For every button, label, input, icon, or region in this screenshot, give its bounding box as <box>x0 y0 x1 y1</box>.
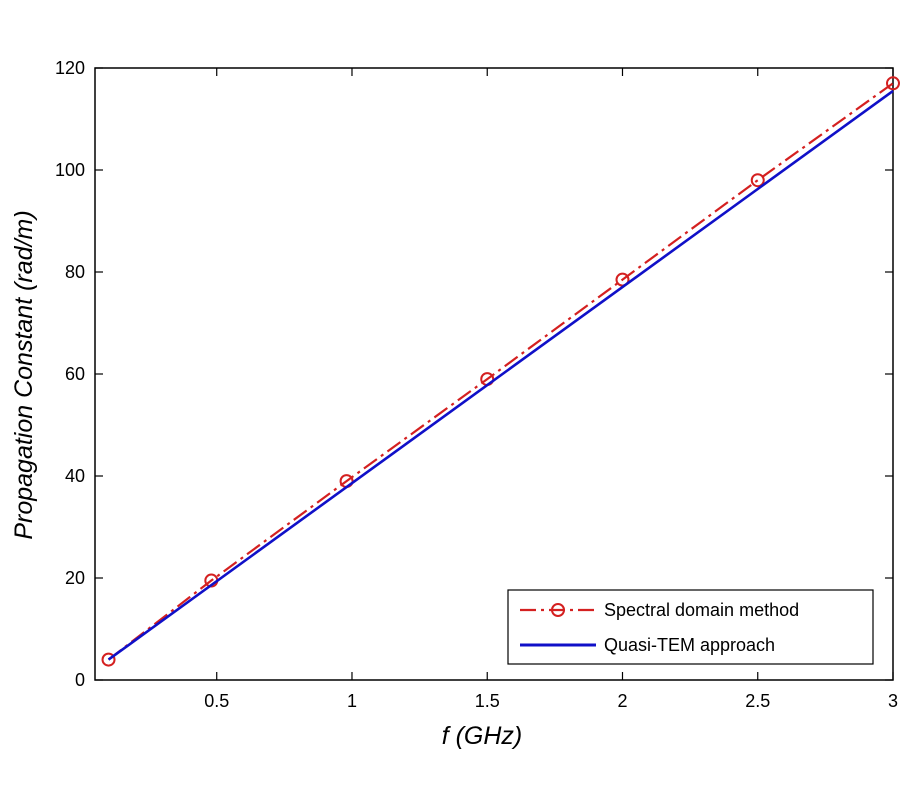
series-line-1 <box>107 89 894 661</box>
legend-label-0: Spectral domain method <box>604 600 799 620</box>
y-tick-label: 0 <box>75 670 85 690</box>
legend-box <box>507 589 874 665</box>
series-line-0 <box>107 82 894 661</box>
x-tick-label: 2 <box>617 691 627 711</box>
legend: Spectral domain method Quasi-TEM approach <box>507 589 874 665</box>
series-point-0 <box>101 652 116 667</box>
series-point-0 <box>750 173 765 188</box>
series-point-0 <box>886 76 900 91</box>
y-tick-label: 80 <box>65 262 85 282</box>
x-tick-label: 1 <box>347 691 357 711</box>
x-axis-title: f (GHz) <box>442 722 523 750</box>
x-axis-ticks: 0.5 1 1.5 2 2.5 3 <box>204 68 898 711</box>
y-tick-label: 120 <box>55 58 85 78</box>
y-tick-label: 40 <box>65 466 85 486</box>
x-tick-label: 0.5 <box>204 691 229 711</box>
x-tick-label: 3 <box>888 691 898 711</box>
y-tick-label: 60 <box>65 364 85 384</box>
series-group <box>101 76 900 667</box>
y-axis-ticks: 0 20 40 60 80 100 120 <box>55 58 893 690</box>
y-tick-label: 100 <box>55 160 85 180</box>
x-tick-label: 2.5 <box>745 691 770 711</box>
legend-label-1: Quasi-TEM approach <box>604 635 775 655</box>
legend-marker-0 <box>551 603 565 617</box>
y-axis-title: Propagation Constant (rad/m) <box>10 210 38 539</box>
y-tick-label: 20 <box>65 568 85 588</box>
x-tick-label: 1.5 <box>475 691 500 711</box>
